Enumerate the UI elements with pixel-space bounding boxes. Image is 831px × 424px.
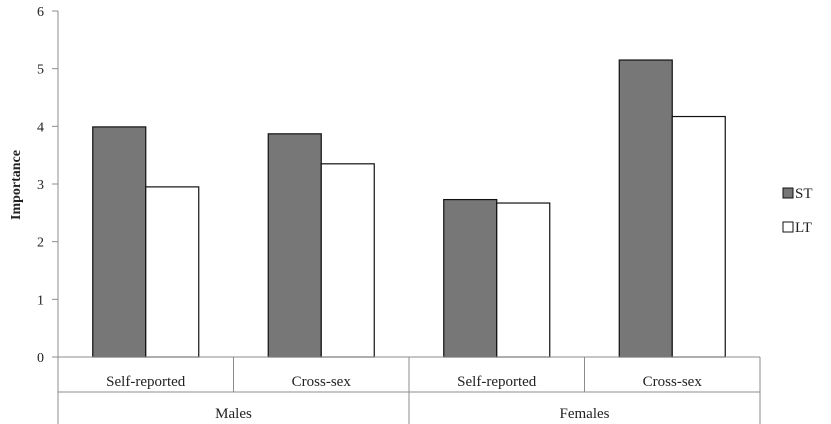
- x-group-label: Males: [215, 406, 252, 422]
- y-tick-label: 2: [37, 236, 44, 251]
- x-axis: Self-reported Cross-sex Self-reported Cross…: [57, 356, 761, 424]
- bar-lt: [671, 115, 726, 358]
- x-category-label: Cross-sex: [292, 374, 352, 390]
- bar-lt: [496, 202, 551, 358]
- y-tick-label: 1: [37, 293, 44, 308]
- y-axis-label: Importance: [9, 150, 24, 220]
- x-category-label: Self-reported: [457, 374, 537, 390]
- y-tick-label: 6: [37, 5, 44, 20]
- bar-lt: [320, 163, 375, 358]
- x-group-label: Females: [560, 406, 610, 422]
- y-tick-label: 0: [37, 351, 44, 366]
- bar-st: [443, 198, 498, 358]
- legend-label: ST: [795, 186, 813, 202]
- y-tick-label: 3: [37, 178, 44, 193]
- bar-st: [267, 133, 322, 358]
- legend-label: LT: [795, 220, 812, 236]
- bars: [92, 59, 726, 358]
- y-axis: 0 1 2 3 4 5 6: [37, 5, 59, 366]
- legend-swatch-st: [782, 187, 794, 199]
- y-tick-label: 5: [37, 63, 44, 78]
- bar-st: [618, 59, 673, 358]
- y-tick-label: 4: [37, 120, 44, 135]
- bar-lt: [145, 186, 200, 358]
- bar-st: [92, 126, 147, 358]
- legend-swatch-lt: [782, 221, 794, 233]
- x-category-label: Self-reported: [106, 374, 186, 390]
- x-category-label: Cross-sex: [643, 374, 703, 390]
- legend: ST LT: [782, 186, 813, 236]
